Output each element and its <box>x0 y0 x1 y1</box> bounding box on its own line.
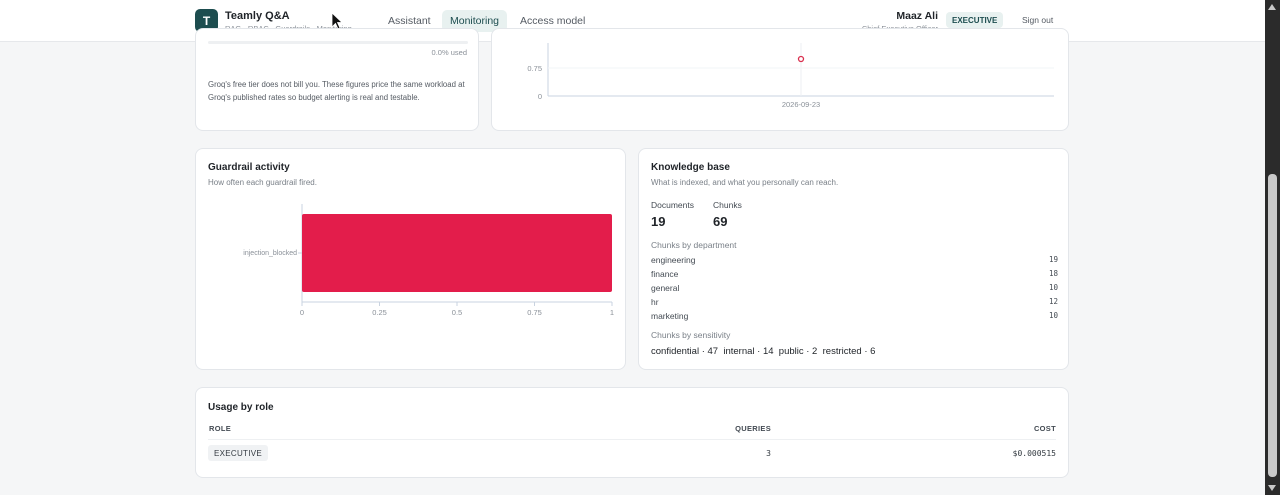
department-row: hr 12 <box>651 297 1058 309</box>
scroll-down-arrow-icon[interactable] <box>1268 485 1276 491</box>
department-row: general 10 <box>651 283 1058 295</box>
budget-card: 0.0% used Groq's free tier does not bill… <box>195 28 479 131</box>
guardrail-x-tick-label: 0.25 <box>372 308 387 317</box>
chunks-label: Chunks <box>713 200 742 210</box>
guardrail-category-label: injection_blocked <box>243 250 297 257</box>
guardrail-activity-card: Guardrail activity How often each guardr… <box>195 148 626 370</box>
app-logo: T <box>195 9 218 32</box>
page-scrollbar[interactable] <box>1265 0 1280 495</box>
user-name: Maaz Ali <box>896 10 938 22</box>
trend-y-tick: 0.75 <box>527 64 542 73</box>
chunks-value: 69 <box>713 214 728 229</box>
guardrail-x-tick-label: 0.75 <box>527 308 542 317</box>
nav-monitoring[interactable]: Monitoring <box>442 10 508 32</box>
usage-by-role-card: Usage by role ROLE QUERIES COST EXECUTIV… <box>195 387 1069 478</box>
department-count: 10 <box>1048 283 1058 292</box>
budget-used-label: 0.0% used <box>431 48 467 57</box>
cost-cell: $0.000515 <box>1012 449 1056 458</box>
guardrail-subtitle: How often each guardrail fired. <box>208 178 317 187</box>
nav-access-model[interactable]: Access model <box>520 15 586 27</box>
department-count: 18 <box>1048 269 1058 278</box>
knowledge-base-card: Knowledge base What is indexed, and what… <box>638 148 1069 370</box>
app-title: Teamly Q&A <box>225 10 290 22</box>
department-row: finance 18 <box>651 269 1058 281</box>
department-count: 19 <box>1048 255 1058 264</box>
column-header-role: ROLE <box>209 424 232 433</box>
department-name: marketing <box>651 311 689 321</box>
trend-y-tick: 0 <box>538 92 542 101</box>
guardrail-title: Guardrail activity <box>208 162 290 173</box>
budget-progress-bar <box>208 41 468 44</box>
department-name: hr <box>651 297 659 307</box>
knowledge-subtitle: What is indexed, and what you personally… <box>651 178 839 187</box>
guardrail-x-tick-label: 1 <box>610 308 614 317</box>
usage-title: Usage by role <box>208 402 274 413</box>
guardrail-x-tick-label: 0.5 <box>452 308 462 317</box>
department-name: finance <box>651 269 679 279</box>
documents-value: 19 <box>651 214 666 229</box>
department-count: 10 <box>1048 311 1058 320</box>
cost-trend-card: 0.75 0 2026-09-23 <box>491 28 1069 131</box>
knowledge-title: Knowledge base <box>651 162 730 173</box>
by-department-label: Chunks by department <box>651 240 737 250</box>
scroll-up-arrow-icon[interactable] <box>1268 4 1276 10</box>
table-divider <box>208 439 1056 440</box>
role-badge: EXECUTIVE <box>946 12 1004 28</box>
sign-out-button[interactable]: Sign out <box>1022 15 1054 25</box>
trend-x-tick: 2026-09-23 <box>782 100 820 109</box>
department-count: 12 <box>1048 297 1058 306</box>
nav-assistant[interactable]: Assistant <box>388 15 431 27</box>
department-name: engineering <box>651 255 696 265</box>
guardrail-bar-chart: injection_blocked 0 0.25 0.5 0.75 1 <box>243 204 614 317</box>
column-header-cost: COST <box>1033 424 1056 433</box>
budget-note: Groq's free tier does not bill you. Thes… <box>208 80 465 102</box>
guardrail-x-tick-label: 0 <box>300 308 304 317</box>
guardrail-bar <box>302 214 612 292</box>
department-name: general <box>651 283 680 293</box>
trend-data-point <box>797 55 805 63</box>
scrollbar-thumb[interactable] <box>1268 174 1277 477</box>
department-row: marketing 10 <box>651 311 1058 323</box>
department-row: engineering 19 <box>651 255 1058 267</box>
role-cell: EXECUTIVE <box>208 445 269 461</box>
column-header-queries: QUERIES <box>735 424 771 433</box>
by-sensitivity-label: Chunks by sensitivity <box>651 330 731 340</box>
cost-trend-chart: 0.75 0 2026-09-23 <box>527 43 1054 109</box>
sensitivity-breakdown: confidential · 47 internal · 14 public ·… <box>651 346 876 357</box>
documents-label: Documents <box>651 200 694 210</box>
queries-cell: 3 <box>766 449 771 458</box>
